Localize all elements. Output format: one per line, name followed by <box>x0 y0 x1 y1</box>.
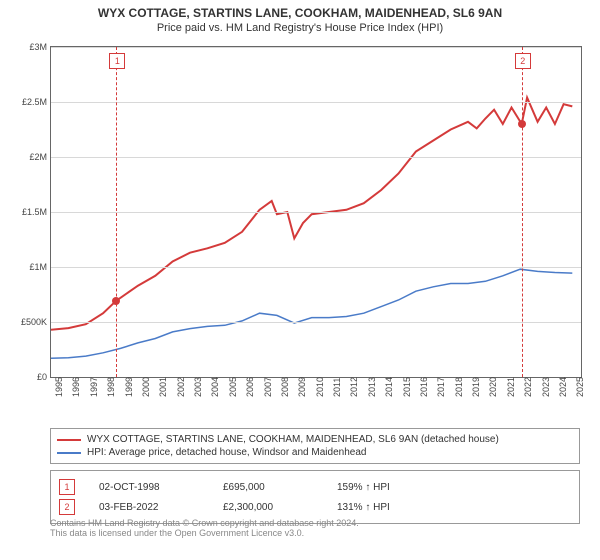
legend-swatch <box>57 439 81 441</box>
y-tick-label: £2M <box>9 152 47 162</box>
gridline <box>51 212 581 213</box>
x-tick-label: 2004 <box>210 377 220 397</box>
plot-region: £0£500K£1M£1.5M£2M£2.5M£3M19951996199719… <box>50 46 582 378</box>
event-vline <box>116 47 117 377</box>
x-tick-label: 2019 <box>471 377 481 397</box>
attribution-line1: Contains HM Land Registry data © Crown c… <box>50 518 580 528</box>
x-tick-label: 1999 <box>124 377 134 397</box>
legend-label: WYX COTTAGE, STARTINS LANE, COOKHAM, MAI… <box>87 434 499 445</box>
x-tick-label: 2020 <box>488 377 498 397</box>
series-property <box>51 98 572 330</box>
gridline <box>51 322 581 323</box>
x-tick-label: 2021 <box>506 377 516 397</box>
x-tick-label: 2015 <box>402 377 412 397</box>
x-tick-label: 1997 <box>89 377 99 397</box>
x-tick-label: 1996 <box>71 377 81 397</box>
gridline <box>51 267 581 268</box>
event-marker: 1 <box>109 53 125 69</box>
x-tick-label: 2006 <box>245 377 255 397</box>
gridline <box>51 102 581 103</box>
series-hpi <box>51 269 572 358</box>
title-line1: WYX COTTAGE, STARTINS LANE, COOKHAM, MAI… <box>0 0 600 20</box>
x-tick-label: 2025 <box>575 377 585 397</box>
x-tick-label: 2003 <box>193 377 203 397</box>
sales-table: 1 02-OCT-1998 £695,000 159% ↑ HPI 2 03-FEB-20… <box>50 470 580 524</box>
x-tick-label: 2001 <box>158 377 168 397</box>
sale-dot <box>112 297 120 305</box>
x-tick-label: 2009 <box>297 377 307 397</box>
attribution: Contains HM Land Registry data © Crown c… <box>50 518 580 538</box>
sale-date: 02-OCT-1998 <box>99 482 199 493</box>
sale-price: £695,000 <box>223 482 313 493</box>
x-tick-label: 2016 <box>419 377 429 397</box>
sale-row: 2 03-FEB-2022 £2,300,000 131% ↑ HPI <box>59 497 571 517</box>
x-tick-label: 2023 <box>541 377 551 397</box>
x-tick-label: 2000 <box>141 377 151 397</box>
attribution-line2: This data is licensed under the Open Gov… <box>50 528 580 538</box>
x-tick-label: 2002 <box>176 377 186 397</box>
legend-row: WYX COTTAGE, STARTINS LANE, COOKHAM, MAI… <box>57 433 573 446</box>
sale-marker: 2 <box>59 499 75 515</box>
x-tick-label: 1995 <box>54 377 64 397</box>
x-tick-label: 2022 <box>523 377 533 397</box>
sale-dot <box>518 120 526 128</box>
chart-container: WYX COTTAGE, STARTINS LANE, COOKHAM, MAI… <box>0 0 600 560</box>
y-tick-label: £1.5M <box>9 207 47 217</box>
x-tick-label: 2024 <box>558 377 568 397</box>
x-tick-label: 1998 <box>106 377 116 397</box>
gridline <box>51 157 581 158</box>
legend-label: HPI: Average price, detached house, Wind… <box>87 447 366 458</box>
y-tick-label: £2.5M <box>9 97 47 107</box>
y-tick-label: £500K <box>9 317 47 327</box>
event-vline <box>522 47 523 377</box>
sale-pct: 159% ↑ HPI <box>337 482 390 493</box>
sale-date: 03-FEB-2022 <box>99 502 199 513</box>
sale-pct: 131% ↑ HPI <box>337 502 390 513</box>
event-marker: 2 <box>515 53 531 69</box>
x-tick-label: 2012 <box>349 377 359 397</box>
legend-swatch <box>57 452 81 454</box>
x-tick-label: 2014 <box>384 377 394 397</box>
x-tick-label: 2008 <box>280 377 290 397</box>
x-tick-label: 2010 <box>315 377 325 397</box>
x-tick-label: 2007 <box>263 377 273 397</box>
y-tick-label: £1M <box>9 262 47 272</box>
x-tick-label: 2011 <box>332 378 342 397</box>
y-tick-label: £3M <box>9 42 47 52</box>
title-line2: Price paid vs. HM Land Registry's House … <box>0 20 600 34</box>
x-tick-label: 2018 <box>454 377 464 397</box>
legend-row: HPI: Average price, detached house, Wind… <box>57 446 573 459</box>
y-tick-label: £0 <box>9 372 47 382</box>
x-tick-label: 2017 <box>436 377 446 397</box>
sale-price: £2,300,000 <box>223 502 313 513</box>
x-tick-label: 2013 <box>367 377 377 397</box>
sale-row: 1 02-OCT-1998 £695,000 159% ↑ HPI <box>59 477 571 497</box>
x-tick-label: 2005 <box>228 377 238 397</box>
sale-marker: 1 <box>59 479 75 495</box>
legend: WYX COTTAGE, STARTINS LANE, COOKHAM, MAI… <box>50 428 580 464</box>
gridline <box>51 47 581 48</box>
chart-area: £0£500K£1M£1.5M£2M£2.5M£3M19951996199719… <box>50 46 580 396</box>
